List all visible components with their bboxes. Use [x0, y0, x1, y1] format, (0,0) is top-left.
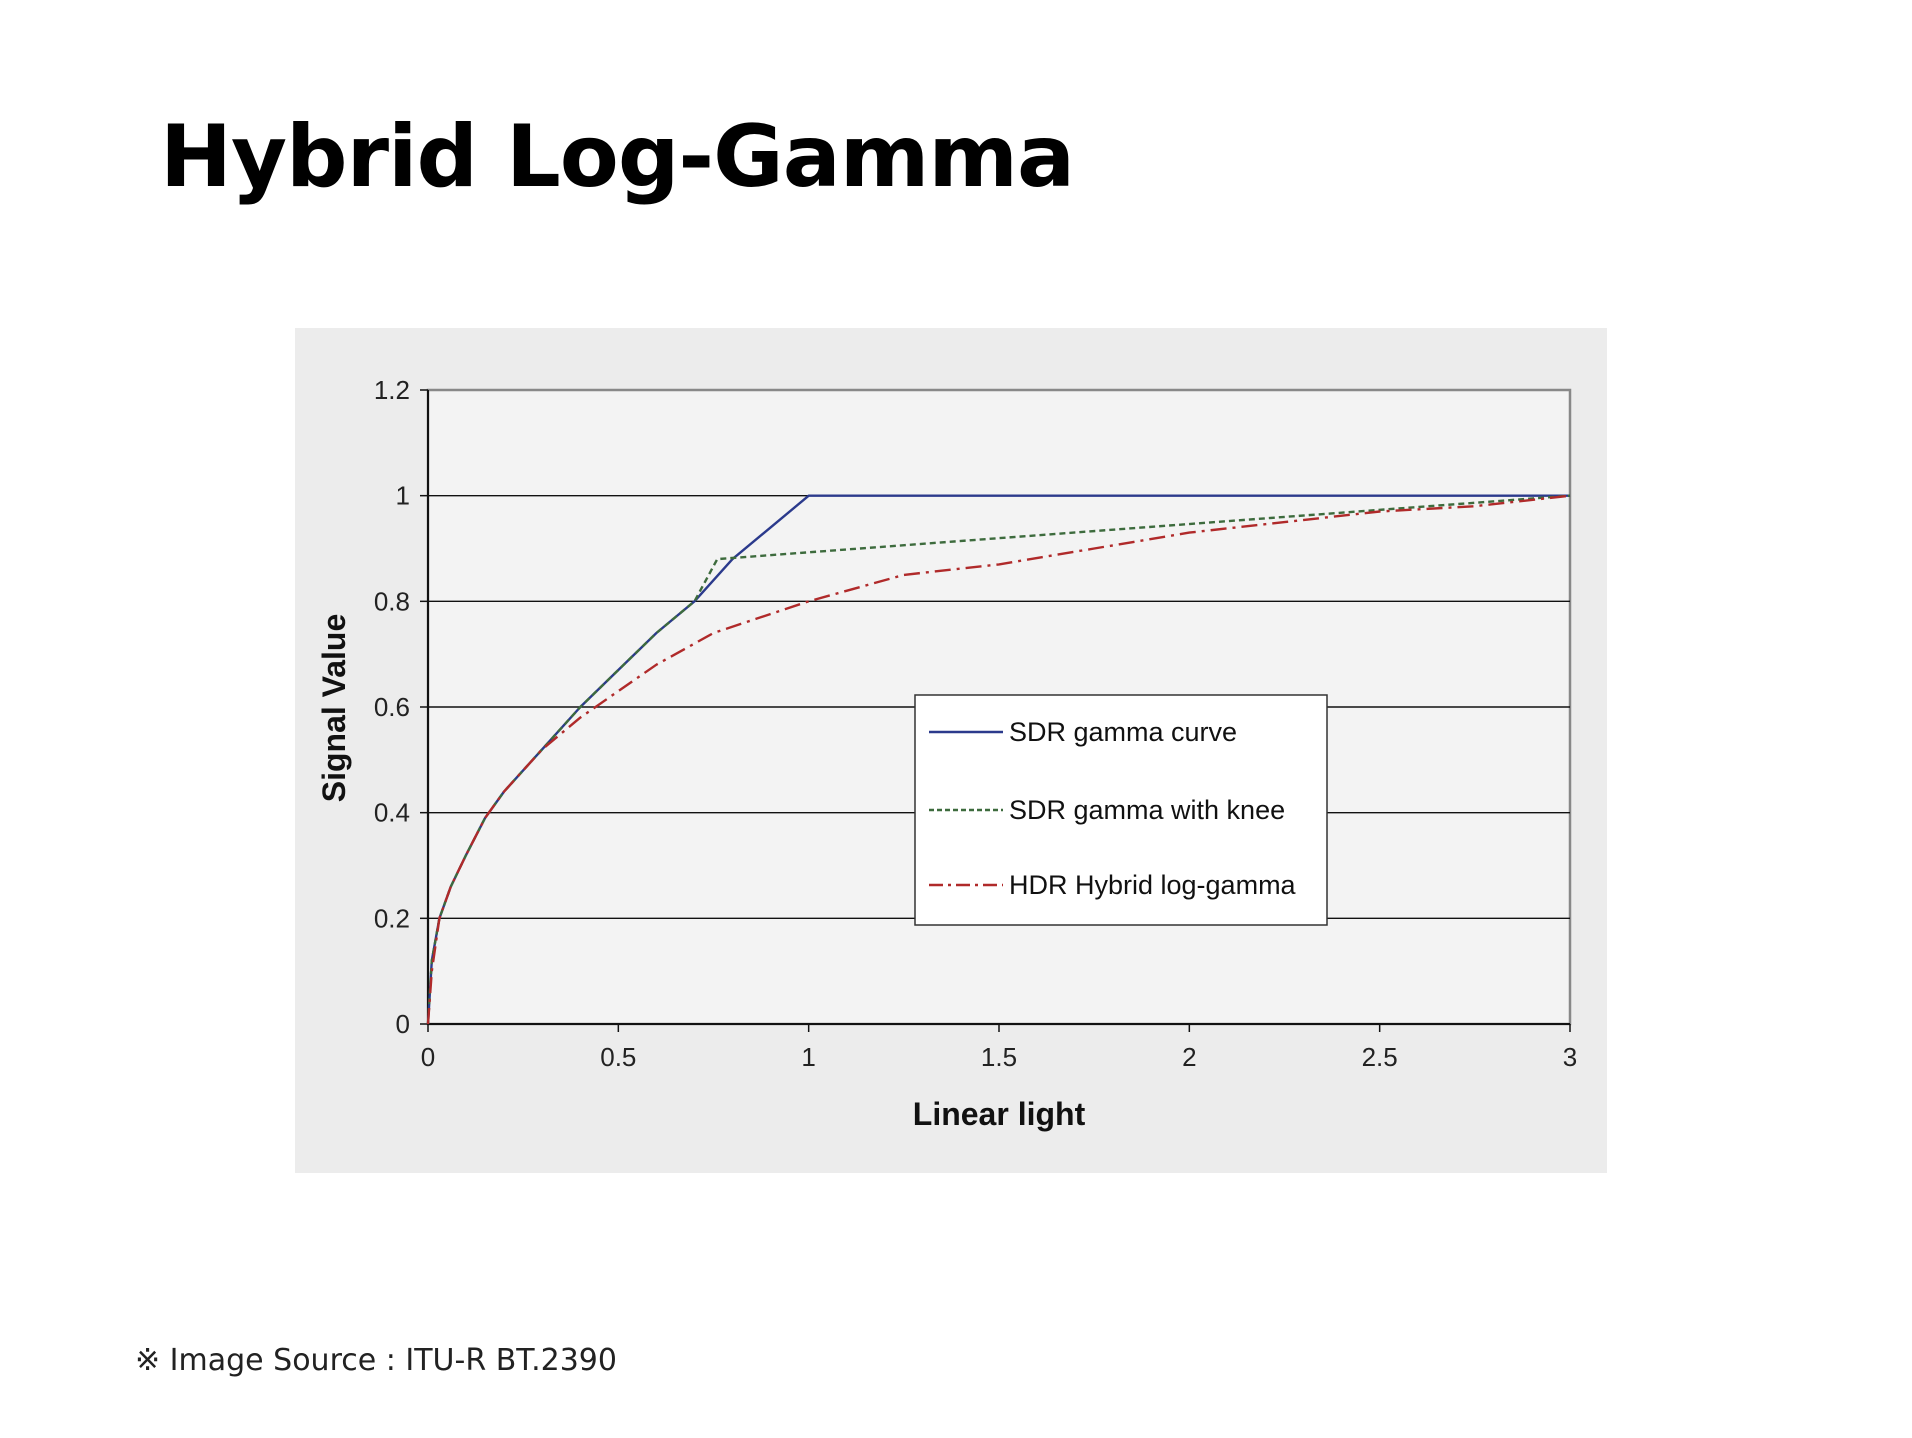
line-chart: 0 0.2 0.4 0.6 0.8 1 1.2 0 0.5 1 1.5 2 2.5 3 Linear li…	[316, 375, 1577, 1132]
y-tick-label: 0.2	[374, 903, 410, 933]
x-tick-label: 1.5	[981, 1042, 1017, 1072]
x-tick-label: 2	[1182, 1042, 1196, 1072]
series-lines	[426, 494, 1571, 1025]
axes: 0 0.2 0.4 0.6 0.8 1 1.2 0 0.5 1 1.5 2 2.5 3	[374, 375, 1577, 1072]
legend-box	[914, 694, 1328, 926]
slide-title: Hybrid Log-Gamma	[160, 107, 1075, 207]
y-tick-label: 0.8	[374, 586, 410, 616]
x-tick-label: 0	[421, 1042, 435, 1072]
series-line-2	[426, 494, 1571, 1025]
x-tick-label: 3	[1563, 1042, 1577, 1072]
legend-label-3: HDR Hybrid log-gamma	[1009, 870, 1297, 900]
y-tick-label: 0	[396, 1009, 410, 1039]
y-axis-title: Signal Value	[316, 614, 352, 803]
series-line-3	[426, 494, 1571, 1025]
y-tick-label: 1	[396, 481, 410, 511]
x-tick-label: 2.5	[1362, 1042, 1398, 1072]
y-tick-label: 0.4	[374, 798, 410, 828]
y-tick-label: 0.6	[374, 692, 410, 722]
x-tick-label: 0.5	[600, 1042, 636, 1072]
legend-label-2: SDR gamma with knee	[1009, 795, 1285, 825]
x-tick-label: 1	[801, 1042, 815, 1072]
legend-label-1: SDR gamma curve	[1009, 717, 1237, 747]
y-tick-label: 1.2	[374, 375, 410, 405]
chart-panel: 0 0.2 0.4 0.6 0.8 1 1.2 0 0.5 1 1.5 2 2.5 3 Linear li…	[295, 328, 1607, 1173]
legend: SDR gamma curve SDR gamma with knee HDR Hy…	[914, 694, 1328, 926]
image-source-note: ※ Image Source : ITU-R BT.2390	[135, 1343, 617, 1378]
x-axis-title: Linear light	[913, 1096, 1086, 1132]
